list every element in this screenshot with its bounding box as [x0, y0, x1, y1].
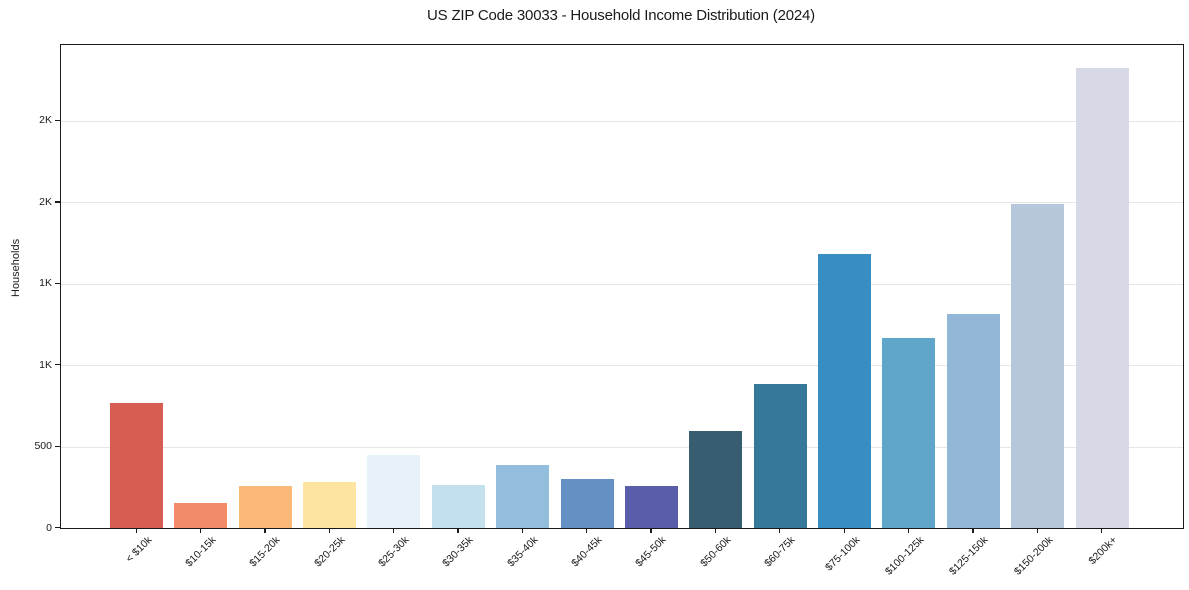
y-tick-mark [55, 527, 60, 529]
x-tick-mark [907, 528, 910, 534]
x-tick-mark [843, 528, 845, 534]
x-tick-mark [650, 528, 652, 534]
x-tick-mark [1101, 528, 1103, 534]
gridline [61, 446, 1183, 448]
bar-15-20k [238, 485, 292, 528]
x-tick-label: < $10k [122, 534, 154, 565]
gridline [61, 120, 1183, 122]
y-tick-mark [55, 282, 60, 285]
plot-area [60, 44, 1184, 529]
y-tick-label: 0 [46, 521, 52, 534]
x-tick-mark [457, 528, 459, 534]
bar-35-40k [496, 464, 550, 528]
bar-200k [1075, 67, 1129, 528]
y-tick-label: 2K [39, 195, 52, 208]
y-tick-mark [55, 364, 60, 366]
bar-125-150k [946, 313, 1000, 528]
bar-10-15k [174, 502, 228, 528]
bar-60-75k [753, 383, 807, 528]
bar-100-125k [882, 338, 936, 528]
x-tick-mark [1036, 528, 1038, 534]
bar-20-25k [303, 481, 357, 528]
y-tick-mark [55, 445, 60, 447]
y-tick-label: 1K [39, 277, 52, 290]
x-tick-mark [586, 528, 588, 534]
bar-50-60k [689, 431, 743, 528]
x-tick-mark [714, 528, 717, 534]
x-tick-mark [135, 528, 137, 534]
y-tick-mark [55, 201, 60, 203]
x-tick-mark [328, 528, 330, 534]
y-tick-mark [55, 119, 60, 122]
x-tick-mark [779, 528, 781, 534]
gridline [61, 365, 1183, 367]
bar-10k [110, 403, 163, 528]
gridline [61, 283, 1183, 285]
gridline [61, 202, 1183, 204]
bar-40-45k [560, 479, 614, 528]
y-tick-label: 500 [34, 440, 52, 453]
y-tick-label: 2K [39, 114, 52, 127]
chart-title: US ZIP Code 30033 - Household Income Dis… [427, 7, 815, 24]
bar-75-100k [818, 254, 872, 528]
bar-150-200k [1011, 203, 1065, 528]
bar-45-50k [624, 485, 678, 528]
x-tick-mark [264, 528, 266, 534]
y-tick-label: 1K [39, 358, 52, 371]
x-tick-mark [199, 528, 202, 534]
x-tick-mark [972, 528, 974, 534]
x-tick-mark [392, 528, 395, 534]
x-tick-mark [521, 528, 524, 534]
bar-30-35k [431, 484, 485, 528]
bar-25-30k [367, 454, 421, 528]
